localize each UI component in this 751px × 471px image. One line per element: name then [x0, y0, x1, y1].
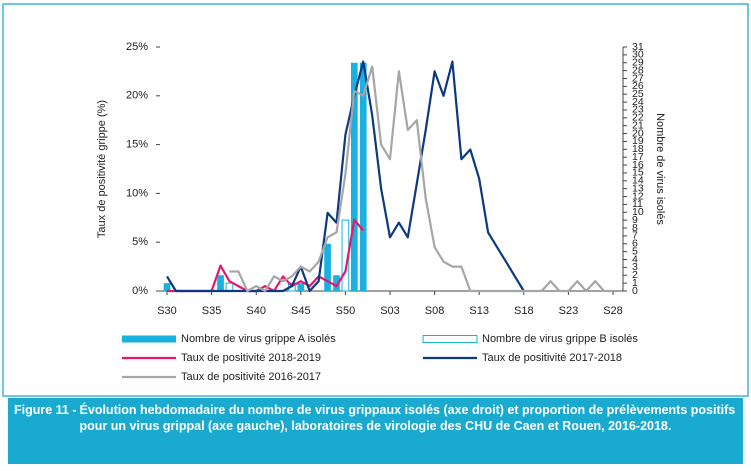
y2-tick-label: 18 [632, 143, 644, 155]
line [166, 60, 525, 293]
x-tick-label: S03 [380, 305, 400, 317]
y2-tick-label: 6 [632, 238, 638, 250]
y2-tick-label: 28 [632, 64, 644, 76]
legend-label: Taux de positivité 2016-2017 [181, 371, 321, 383]
x-tick-label: S28 [603, 305, 623, 317]
y-tick-label: 25% [126, 41, 148, 53]
y2-tick-label: 12 [632, 190, 644, 202]
y-tick-label: 5% [132, 236, 148, 248]
y2-tick-label: 23 [632, 104, 644, 116]
y2-tick-label: 29 [632, 57, 644, 69]
y2-tick-label: 0 [632, 285, 638, 297]
y-tick-label: 0% [132, 285, 148, 297]
caption-box: Figure 11 - Évolution hebdomadaire du no… [8, 398, 743, 464]
y2-tick-label: 7 [632, 230, 638, 242]
y2-tick-label: 24 [632, 96, 644, 108]
y-tick-label: 20% [126, 90, 148, 102]
y2-tick-label: 3 [632, 261, 638, 273]
y2-tick-label: 5 [632, 245, 638, 257]
y2-tick-label: 14 [632, 175, 644, 187]
x-tick-label: S13 [469, 305, 489, 317]
line [229, 65, 613, 293]
y2-tick-label: 8 [632, 222, 638, 234]
x-tick-label: S23 [559, 305, 579, 317]
y2-tick-label: 31 [632, 41, 644, 53]
legend-swatch [122, 335, 176, 343]
y2-axis-label: Nombre de virus isolés [654, 113, 666, 225]
x-tick-label: S30 [157, 305, 177, 317]
y2-tick-label: 10 [632, 206, 644, 218]
x-tick-label: S40 [246, 305, 266, 317]
bar [333, 275, 340, 291]
y2-tick-label: 17 [632, 151, 644, 163]
bar [324, 243, 331, 291]
y2-tick-label: 22 [632, 112, 644, 124]
y-tick-label: 10% [126, 187, 148, 199]
bar [297, 283, 305, 291]
bar [163, 283, 171, 291]
legend-label: Nombre de virus grippe B isolés [482, 333, 638, 345]
y2-tick-label: 21 [632, 119, 644, 131]
y2-tick-label: 20 [632, 127, 644, 139]
x-tick-label: S08 [425, 305, 445, 317]
caption: Évolution hebdomadaire du nombre de viru… [79, 403, 736, 433]
y2-tick-label: 19 [632, 135, 644, 147]
legend-label: Taux de positivité 2018-2019 [181, 352, 321, 364]
frame [2, 3, 749, 397]
bar [350, 62, 358, 291]
bar [225, 282, 234, 292]
legend-swatch [422, 335, 478, 343]
y-axis-label: Taux de positivité grippe (%) [96, 100, 108, 238]
y2-tick-label: 13 [632, 182, 644, 194]
y2-tick-label: 2 [632, 269, 638, 281]
x-tick-label: S50 [336, 305, 356, 317]
y2-tick-label: 27 [632, 72, 644, 84]
y2-tick-label: 1 [632, 277, 638, 289]
x-tick-label: S35 [202, 305, 222, 317]
y2-tick-label: 15 [632, 167, 644, 179]
bar [217, 275, 224, 291]
caption-label: Figure 11 - [14, 403, 77, 417]
legend-label: Nombre de virus grippe A isolés [181, 333, 336, 345]
y2-tick-label: 30 [632, 49, 644, 61]
legend-label: Taux de positivité 2017-2018 [482, 352, 622, 364]
y2-tick-label: 16 [632, 159, 644, 171]
y-tick-label: 15% [126, 139, 148, 151]
x-tick-label: S18 [514, 305, 534, 317]
y2-tick-label: 4 [632, 253, 638, 265]
y2-tick-label: 9 [632, 214, 638, 226]
bar [359, 62, 367, 291]
y2-tick-label: 26 [632, 80, 644, 92]
y2-tick-label: 11 [632, 198, 643, 210]
y2-tick-label: 25 [632, 88, 644, 100]
x-tick-label: S45 [291, 305, 311, 317]
